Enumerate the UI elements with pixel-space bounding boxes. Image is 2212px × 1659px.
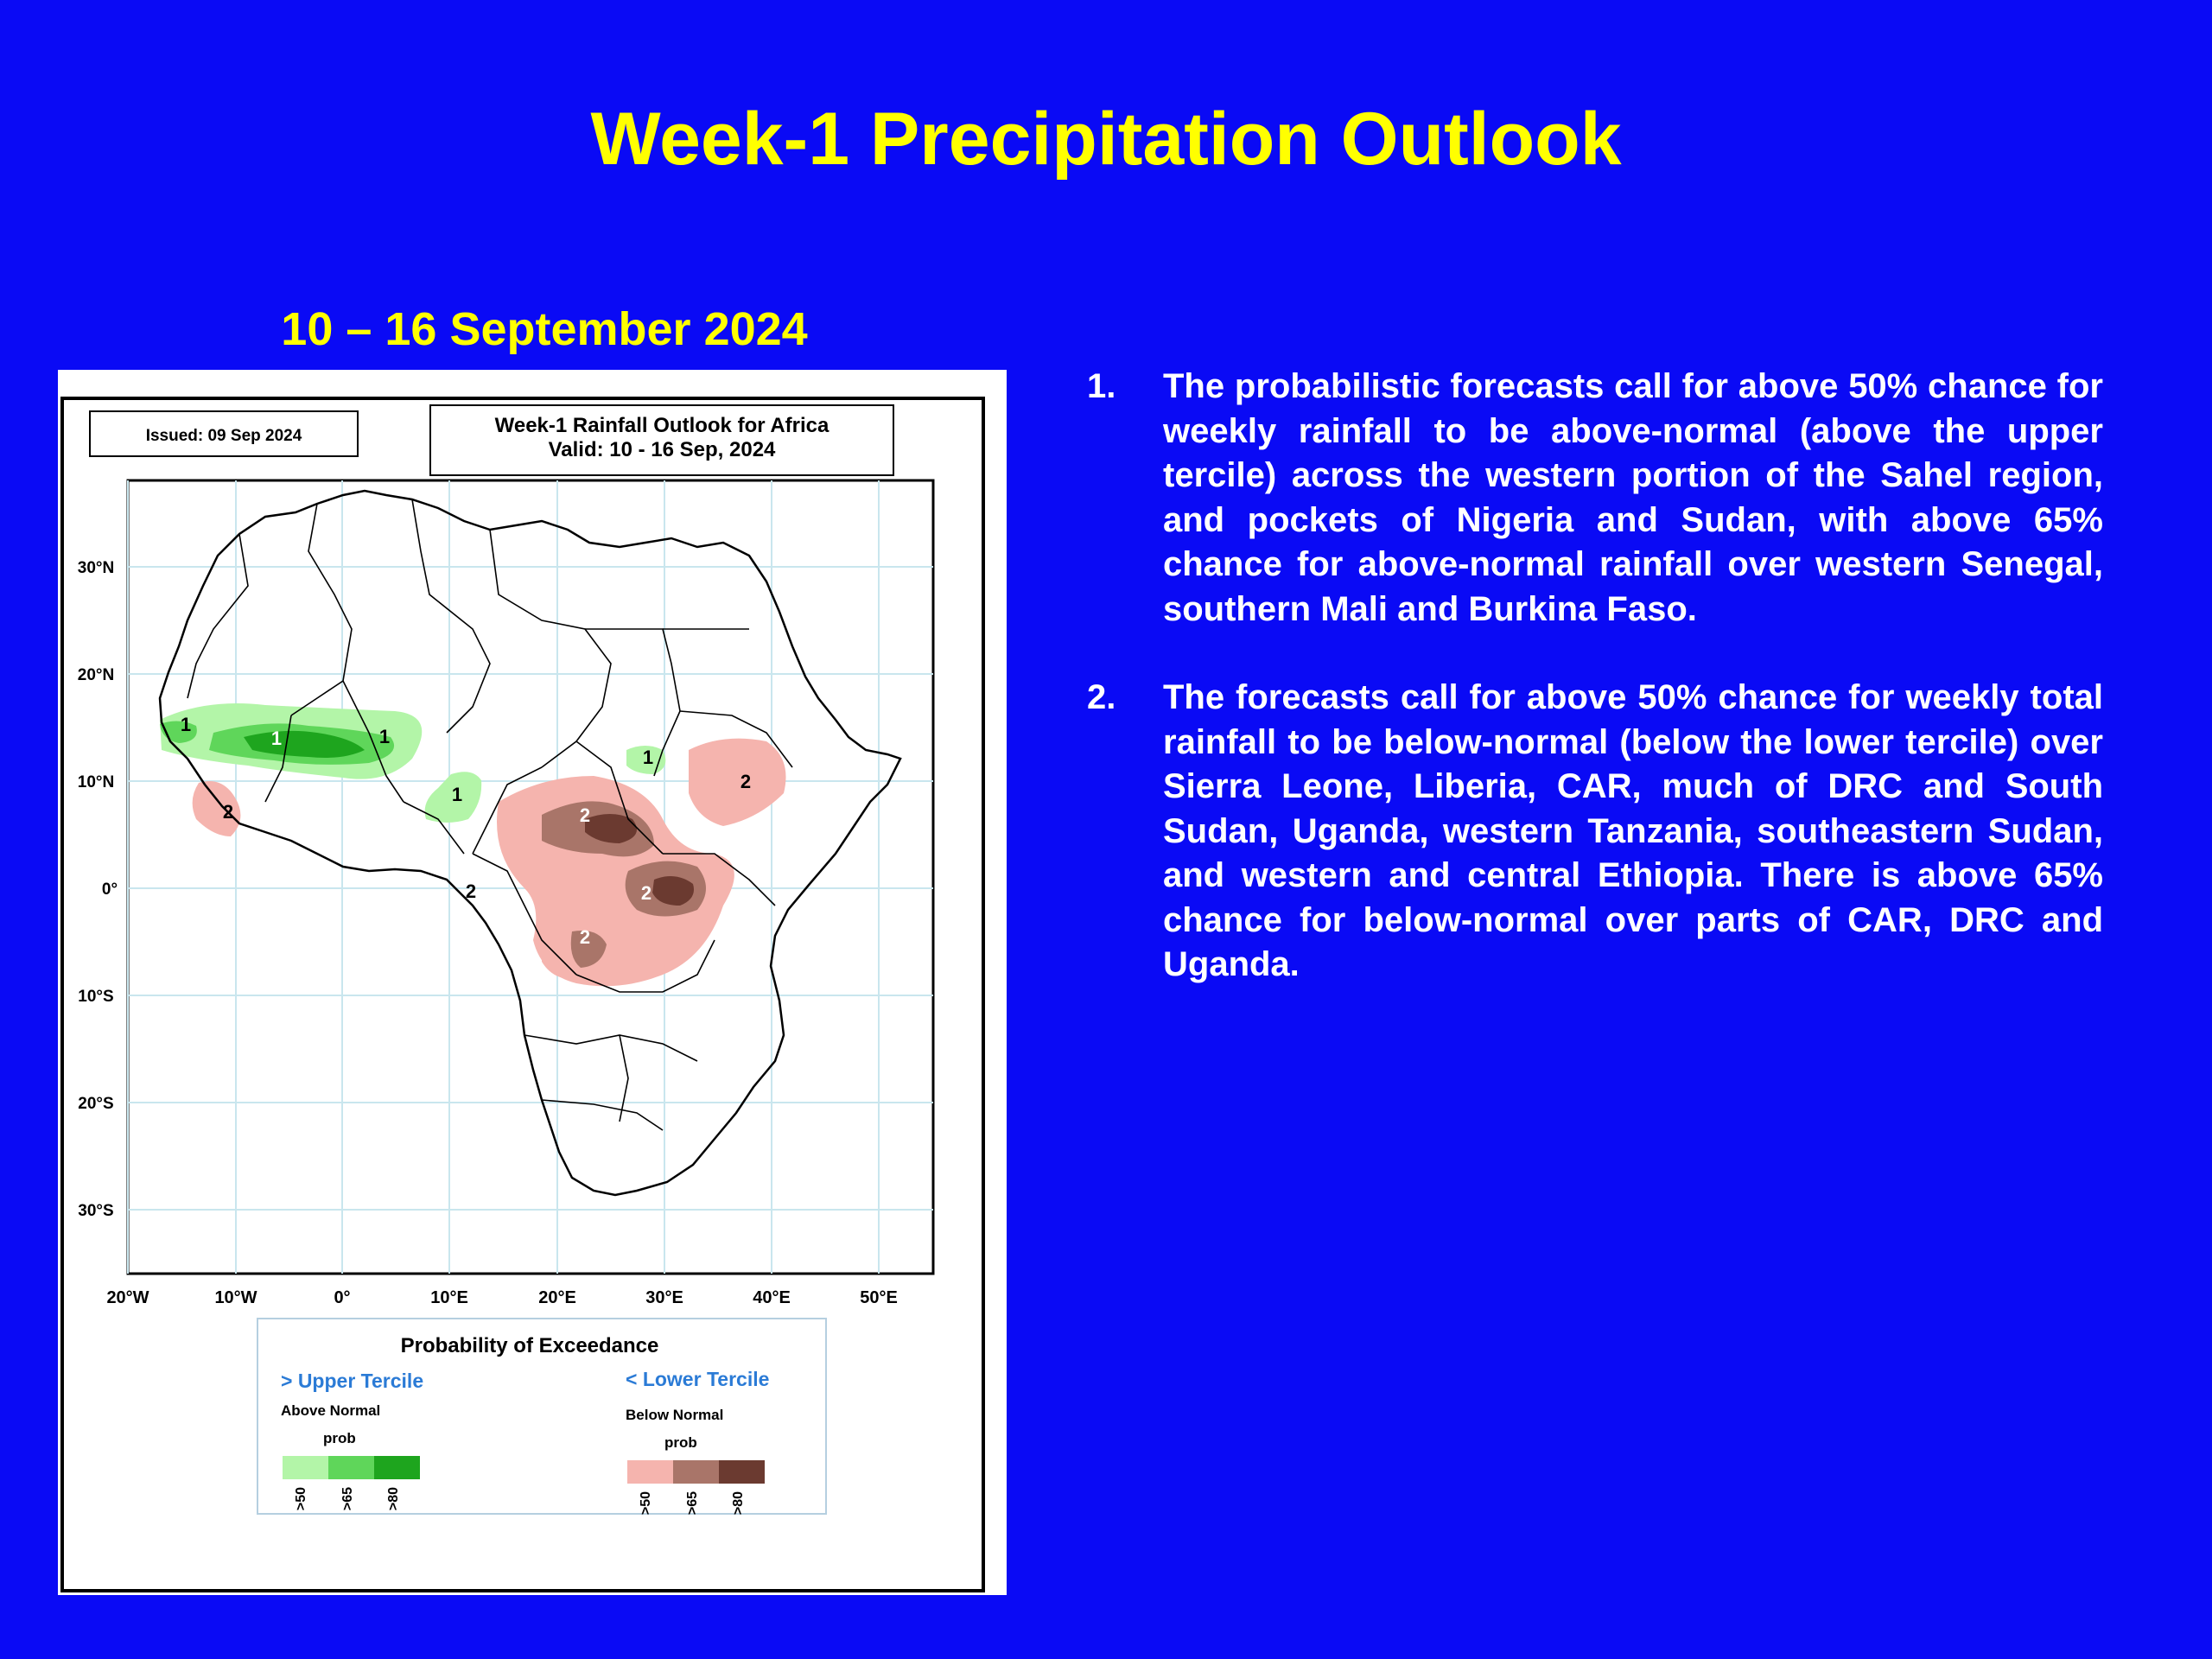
region-label: 2 xyxy=(641,882,652,904)
country-borders xyxy=(187,499,793,1131)
legend-upper-title: > Upper Tercile xyxy=(281,1370,423,1392)
lon-label: 30°E xyxy=(645,1288,683,1307)
below-normal-regions xyxy=(192,738,786,987)
note-item: 1. The probabilistic forecasts call for … xyxy=(1087,365,2103,632)
lon-label: 50°E xyxy=(860,1288,898,1307)
lon-label: 10°E xyxy=(430,1288,468,1307)
legend-threshold: >50 xyxy=(294,1487,308,1510)
graticule xyxy=(127,480,933,1274)
legend-lower-subtitle: Below Normal xyxy=(626,1407,723,1423)
legend-title: Probability of Exceedance xyxy=(401,1334,659,1357)
outlook-map-panel: Issued: 09 Sep 2024 Week-1 Rainfall Outl… xyxy=(58,370,1007,1595)
region-label: 2 xyxy=(580,926,590,948)
region-label: 1 xyxy=(181,714,191,735)
legend-swatch-above-65 xyxy=(328,1456,374,1479)
legend-upper-prob: prob xyxy=(323,1430,356,1446)
map-header-box xyxy=(429,404,894,476)
legend-swatch-below-50 xyxy=(627,1460,673,1484)
note-number: 1. xyxy=(1087,367,1116,405)
longitude-axis: 20°W 10°W 0° 10°E 20°E 30°E 40°E 50°E xyxy=(106,1288,897,1307)
legend-threshold: >80 xyxy=(731,1491,746,1515)
lon-label: 10°W xyxy=(214,1288,257,1307)
note-number: 2. xyxy=(1087,678,1116,716)
legend-swatch-below-80 xyxy=(719,1460,765,1484)
map-header-valid: Valid: 10 - 16 Sep, 2024 xyxy=(549,438,776,461)
legend-threshold: >65 xyxy=(685,1491,700,1515)
note-item: 2. The forecasts call for above 50% chan… xyxy=(1087,676,2103,988)
lat-label: 30°N xyxy=(78,559,114,577)
map-header-title: Week-1 Rainfall Outlook for Africa xyxy=(495,414,830,437)
legend-swatch-above-80 xyxy=(374,1456,420,1479)
legend-threshold: >80 xyxy=(386,1487,401,1510)
map-frame xyxy=(60,397,985,1592)
lon-label: 20°E xyxy=(538,1288,576,1307)
region-label: 2 xyxy=(466,880,476,902)
latitude-axis: 30°N 20°N 10°N 0° 10°S 20°S 30°S xyxy=(78,559,118,1220)
region-label: 1 xyxy=(271,728,282,749)
legend-threshold: >65 xyxy=(340,1487,355,1510)
legend-swatch-below-65 xyxy=(673,1460,719,1484)
region-label: 1 xyxy=(643,747,653,768)
legend-lower-prob: prob xyxy=(664,1434,697,1451)
outlook-notes: 1. The probabilistic forecasts call for … xyxy=(1087,365,2103,1032)
legend-swatch-above-50 xyxy=(283,1456,328,1479)
lon-label: 0° xyxy=(334,1288,350,1307)
legend-threshold: >50 xyxy=(639,1491,653,1515)
africa-outline xyxy=(158,489,902,1197)
lon-label: 20°W xyxy=(106,1288,149,1307)
region-label: 1 xyxy=(452,784,462,805)
region-label: 2 xyxy=(741,771,751,792)
legend: Probability of Exceedance > Upper Tercil… xyxy=(257,1318,827,1515)
above-normal-regions xyxy=(160,703,666,823)
note-text: The forecasts call for above 50% chance … xyxy=(1163,678,2103,983)
lat-label: 10°N xyxy=(78,773,114,791)
outlook-map: Issued: 09 Sep 2024 Week-1 Rainfall Outl… xyxy=(60,397,985,1592)
lat-label: 20°S xyxy=(78,1095,113,1113)
lat-label: 20°N xyxy=(78,666,114,684)
lat-label: 10°S xyxy=(78,988,113,1006)
region-label: 2 xyxy=(223,801,233,823)
issued-box xyxy=(89,410,359,457)
region-label: 2 xyxy=(580,804,590,826)
legend-upper-subtitle: Above Normal xyxy=(281,1402,380,1419)
lon-label: 40°E xyxy=(753,1288,791,1307)
date-range: 10 – 16 September 2024 xyxy=(281,303,808,355)
region-label: 1 xyxy=(379,726,390,747)
lat-label: 0° xyxy=(102,880,118,899)
slide-title: Week-1 Precipitation Outlook xyxy=(590,98,1622,181)
lat-label: 30°S xyxy=(78,1202,113,1220)
legend-lower-title: < Lower Tercile xyxy=(626,1368,769,1390)
issued-text: Issued: 09 Sep 2024 xyxy=(146,427,302,445)
note-text: The probabilistic forecasts call for abo… xyxy=(1163,367,2103,628)
